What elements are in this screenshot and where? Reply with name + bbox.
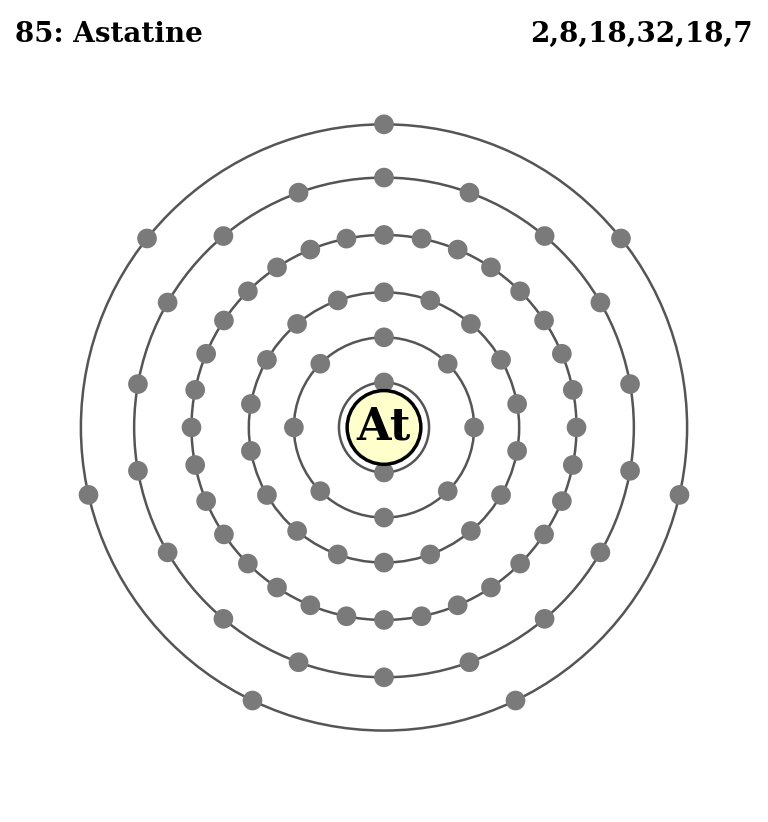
Circle shape xyxy=(336,229,356,248)
Circle shape xyxy=(461,521,481,541)
Circle shape xyxy=(438,354,458,373)
Circle shape xyxy=(238,281,258,301)
Circle shape xyxy=(374,283,394,302)
Circle shape xyxy=(243,690,263,710)
Circle shape xyxy=(591,293,611,312)
Circle shape xyxy=(374,463,394,483)
Circle shape xyxy=(611,229,631,248)
Circle shape xyxy=(287,521,307,541)
Circle shape xyxy=(328,545,348,564)
Circle shape xyxy=(238,554,258,574)
Circle shape xyxy=(197,344,216,363)
Circle shape xyxy=(420,291,440,310)
Circle shape xyxy=(412,229,432,248)
Circle shape xyxy=(374,610,394,630)
Circle shape xyxy=(535,226,554,246)
Circle shape xyxy=(214,609,233,629)
Circle shape xyxy=(552,492,571,511)
Circle shape xyxy=(465,418,484,437)
Circle shape xyxy=(300,240,320,260)
Circle shape xyxy=(563,455,583,475)
Circle shape xyxy=(374,114,394,134)
Circle shape xyxy=(287,314,307,334)
Circle shape xyxy=(374,552,394,572)
Circle shape xyxy=(374,168,394,187)
Circle shape xyxy=(289,182,309,202)
Circle shape xyxy=(374,667,394,687)
Circle shape xyxy=(535,311,554,330)
Circle shape xyxy=(241,441,260,461)
Circle shape xyxy=(535,609,554,629)
Circle shape xyxy=(567,418,586,437)
Circle shape xyxy=(510,281,530,301)
Circle shape xyxy=(137,229,157,248)
Text: 2,8,18,32,18,7: 2,8,18,32,18,7 xyxy=(530,21,753,48)
Circle shape xyxy=(508,441,527,461)
Circle shape xyxy=(621,461,640,481)
Circle shape xyxy=(214,524,233,544)
Circle shape xyxy=(241,394,260,413)
Circle shape xyxy=(438,482,458,501)
Circle shape xyxy=(257,485,276,505)
Circle shape xyxy=(670,485,690,505)
Circle shape xyxy=(510,554,530,574)
Circle shape xyxy=(374,508,394,528)
Circle shape xyxy=(328,291,348,310)
Circle shape xyxy=(157,293,177,312)
Circle shape xyxy=(552,344,571,363)
Circle shape xyxy=(481,578,501,598)
Circle shape xyxy=(157,543,177,562)
Circle shape xyxy=(78,485,98,505)
Circle shape xyxy=(267,257,287,277)
Circle shape xyxy=(492,350,511,370)
Circle shape xyxy=(461,314,481,334)
Circle shape xyxy=(374,372,394,392)
Circle shape xyxy=(374,327,394,347)
Circle shape xyxy=(535,524,554,544)
Circle shape xyxy=(591,543,611,562)
Circle shape xyxy=(505,690,525,710)
Circle shape xyxy=(481,257,501,277)
Circle shape xyxy=(185,455,205,475)
Circle shape xyxy=(459,182,479,202)
Circle shape xyxy=(448,595,468,615)
Circle shape xyxy=(492,485,511,505)
Circle shape xyxy=(185,380,205,399)
Circle shape xyxy=(621,374,640,394)
Circle shape xyxy=(267,578,287,598)
Circle shape xyxy=(508,394,527,413)
Circle shape xyxy=(257,350,276,370)
Text: At: At xyxy=(357,406,411,449)
Circle shape xyxy=(459,653,479,672)
Circle shape xyxy=(336,607,356,626)
Circle shape xyxy=(197,492,216,511)
Circle shape xyxy=(347,390,421,464)
Circle shape xyxy=(374,225,394,245)
Circle shape xyxy=(284,418,303,437)
Circle shape xyxy=(563,380,583,399)
Circle shape xyxy=(310,482,330,501)
Circle shape xyxy=(310,354,330,373)
Circle shape xyxy=(182,418,201,437)
Circle shape xyxy=(214,226,233,246)
Circle shape xyxy=(300,595,320,615)
Circle shape xyxy=(412,607,432,626)
Circle shape xyxy=(420,545,440,564)
Circle shape xyxy=(214,311,233,330)
Text: 85: Astatine: 85: Astatine xyxy=(15,21,204,48)
Circle shape xyxy=(448,240,468,260)
Circle shape xyxy=(289,653,309,672)
Circle shape xyxy=(128,374,147,394)
Circle shape xyxy=(128,461,147,481)
